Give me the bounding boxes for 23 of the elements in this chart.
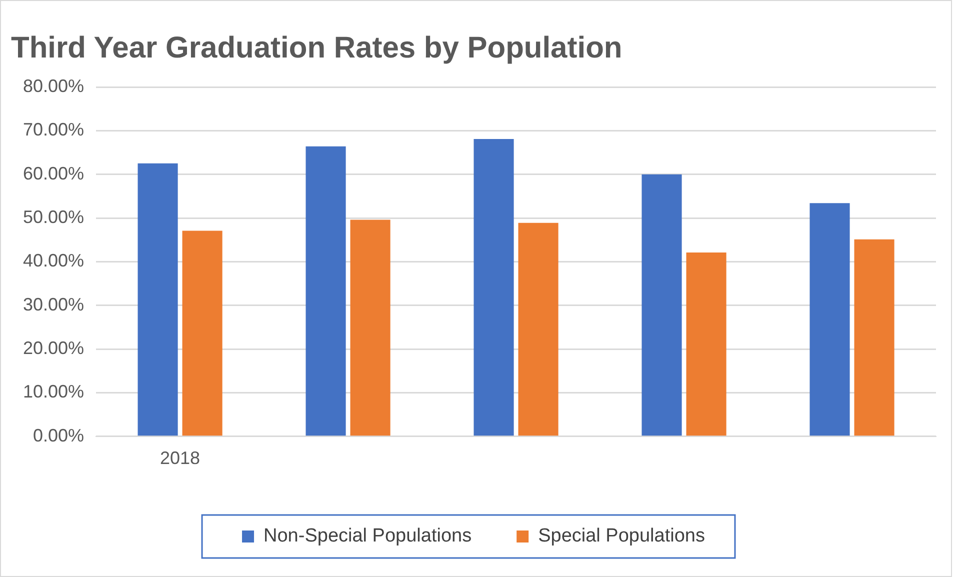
bar xyxy=(810,203,850,436)
bar xyxy=(306,146,346,436)
legend-label: Special Populations xyxy=(538,526,705,547)
y-tick-label: 80.00% xyxy=(22,76,84,96)
y-tick-label: 50.00% xyxy=(22,206,84,227)
bar xyxy=(642,174,682,436)
y-tick-label: 20.00% xyxy=(22,338,84,358)
bar xyxy=(474,138,514,436)
y-tick-label: 70.00% xyxy=(22,120,84,140)
bar xyxy=(518,222,558,436)
bar xyxy=(182,230,222,436)
bar xyxy=(686,252,726,436)
x-tick-label: 2018 xyxy=(160,448,200,468)
y-tick-label: 10.00% xyxy=(22,382,84,402)
bar xyxy=(350,220,390,436)
bar xyxy=(138,163,178,436)
chart-title: Third Year Graduation Rates by Population xyxy=(11,31,622,64)
bar xyxy=(854,239,894,436)
y-tick-label: 40.00% xyxy=(22,250,84,271)
y-tick-label: 60.00% xyxy=(22,163,84,184)
y-tick-label: 30.00% xyxy=(22,294,84,314)
y-tick-label: 0.00% xyxy=(33,425,84,446)
legend-label: Non-Special Populations xyxy=(264,526,472,547)
